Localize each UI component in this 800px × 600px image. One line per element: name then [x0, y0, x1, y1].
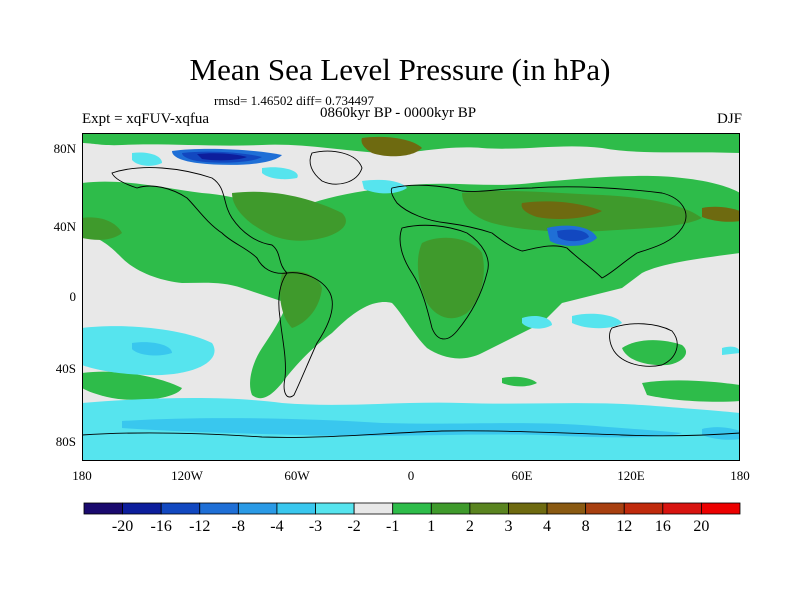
zone-south-pacific-green: [82, 371, 182, 400]
colorbar-box: [392, 502, 432, 515]
colorbar-box: [546, 502, 587, 515]
zone-pacific-east-brown: [702, 206, 740, 222]
zone-asia-brown: [521, 201, 602, 219]
colorbar-box: [83, 502, 123, 515]
colorbar-label: 2: [465, 518, 474, 535]
coast-greenland: [309, 150, 363, 185]
zone-arctic-cyan-2: [262, 167, 298, 180]
coast-antarctica: [82, 430, 740, 438]
colorbar-box: [199, 502, 239, 515]
zone-arctic-brown: [361, 136, 422, 157]
negative-anomaly-12-16: [197, 153, 247, 161]
lat-label-80s: 80S: [55, 434, 76, 449]
zone-atlantic-cyan: [362, 179, 407, 194]
coast-south-america: [278, 272, 333, 398]
colorbar-box: [430, 502, 471, 515]
zone-arctic-cyan-1: [132, 152, 162, 166]
colorbar-boxes: [83, 502, 741, 515]
zone-arctic-navy: [197, 153, 247, 161]
zone-antarctic-east-cyan: [702, 427, 740, 440]
colorbar-box: [276, 502, 316, 515]
zone-australia-green: [622, 340, 687, 366]
colorbar-label: -2: [347, 518, 361, 535]
lon-label-180e: 180: [730, 468, 750, 483]
colorbar-label: 20: [693, 518, 710, 535]
colorbar-label: -1: [386, 518, 400, 535]
colorbar-box: [623, 502, 664, 515]
colorbar-label: -20: [111, 518, 134, 535]
chart-title: Mean Sea Level Pressure (in hPa): [189, 52, 611, 87]
zone-africa-olive: [417, 237, 484, 319]
zone-indian-cyan-2: [572, 313, 622, 329]
colorbar-box: [662, 502, 702, 515]
colorbar-box: [315, 502, 355, 515]
zone-pacific-darker-cyan: [132, 342, 172, 356]
lon-label-120w: 120W: [171, 468, 203, 483]
coastlines: [82, 150, 740, 438]
colorbar-label: -16: [150, 518, 172, 535]
colorbar-box: [585, 502, 625, 515]
coast-eurasia: [390, 184, 687, 279]
coast-africa: [399, 224, 489, 340]
lon-label-60e: 60E: [511, 468, 533, 483]
period-label: 0860kyr BP - 0000kyr BP: [320, 105, 477, 121]
zone-small-green: [502, 376, 537, 387]
positive-anomaly-3-4: [361, 136, 740, 222]
pressure-map: [82, 133, 740, 461]
colorbar-label: 3: [504, 518, 513, 535]
zone-pacific-west-olive: [82, 217, 122, 240]
stats-label: rmsd= 1.46502 diff= 0.734497: [214, 93, 374, 108]
lat-label-40n: 40N: [53, 219, 76, 234]
lat-label-80n: 80N: [53, 141, 76, 156]
colorbar-label: 8: [581, 518, 590, 535]
coast-australia: [609, 323, 678, 367]
lon-label-0: 0: [407, 468, 415, 483]
experiment-label: Expt = xqFUV-xqfua: [82, 111, 210, 127]
map-frame: [82, 133, 740, 461]
colorbar-label: -8: [231, 518, 245, 535]
colorbar-label: 12: [616, 518, 633, 535]
lon-label-120e: 120E: [617, 468, 645, 483]
zone-indian-cyan-1: [522, 315, 552, 329]
lon-label-60w: 60W: [284, 468, 310, 483]
zone-east-pacific-cyan: [722, 346, 740, 355]
lat-label-0: 0: [69, 289, 77, 304]
colorbar-box: [160, 502, 201, 515]
colorbar-box: [508, 502, 548, 515]
colorbar-label: 1: [427, 518, 436, 535]
colorbar-label: -3: [308, 518, 323, 535]
colorbar-box: [122, 502, 162, 515]
season-label: DJF: [716, 111, 742, 127]
zone-na-olive: [232, 191, 346, 241]
colorbar-label: -12: [189, 518, 211, 535]
colorbar-label: 4: [543, 518, 552, 535]
colorbar-box: [353, 502, 394, 515]
colorbar-box: [469, 502, 509, 515]
lat-label-40s: 40S: [55, 361, 76, 376]
colorbar-label: 16: [654, 518, 671, 535]
zone-tibet-darkblue: [557, 229, 589, 242]
lon-label-180w: 180: [72, 468, 92, 483]
colorbar-label: -4: [270, 518, 284, 535]
zone-south-indian-green: [642, 380, 740, 402]
coast-north-america: [111, 167, 288, 274]
zone-sa-olive: [280, 271, 322, 328]
colorbar-box: [237, 502, 278, 515]
colorbar-box: [701, 502, 741, 515]
